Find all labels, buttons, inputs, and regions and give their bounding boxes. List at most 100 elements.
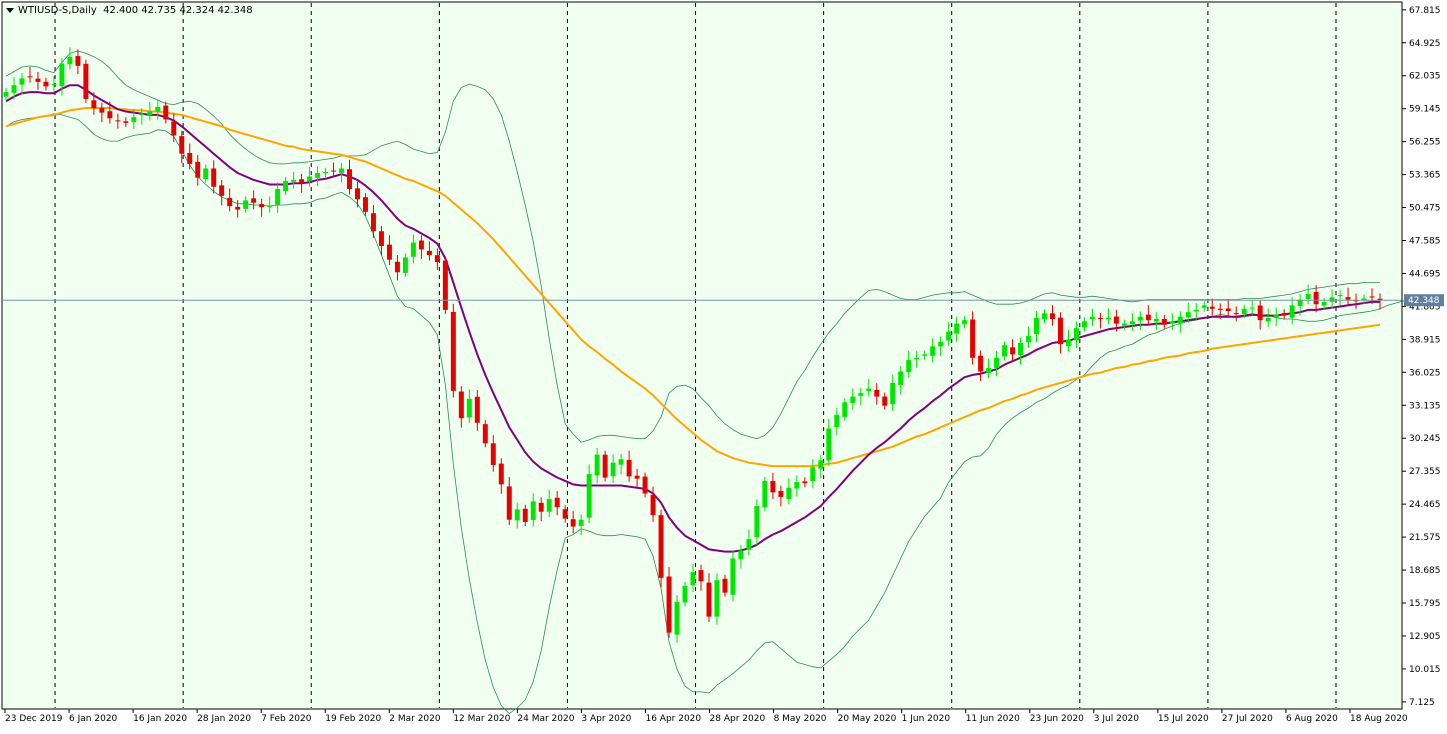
candle-bullish[interactable] [131,117,137,123]
candle-bearish[interactable] [418,240,424,250]
candle-bullish[interactable] [714,580,720,617]
candle-bearish[interactable] [83,63,89,99]
candle-bearish[interactable] [650,494,656,516]
candle-bullish[interactable] [147,111,153,116]
candle-bearish[interactable] [970,319,976,358]
candle-bearish[interactable] [474,396,480,423]
candle-bearish[interactable] [27,76,33,78]
candle-bearish[interactable] [522,508,528,522]
candle-bullish[interactable] [594,454,600,476]
candle-bullish[interactable] [818,460,824,469]
candle-bullish[interactable] [203,168,209,179]
candle-bullish[interactable] [1241,308,1247,314]
candle-bearish[interactable] [1209,306,1215,309]
candle-bearish[interactable] [658,515,664,578]
candle-bullish[interactable] [339,168,344,173]
candle-bullish[interactable] [618,459,624,465]
candle-bullish[interactable] [826,428,832,461]
candle-bearish[interactable] [626,459,632,477]
candle-bearish[interactable] [1050,313,1055,320]
chevron-down-icon[interactable] [6,7,14,13]
candle-bullish[interactable] [1042,313,1047,320]
candle-bullish[interactable] [922,354,928,356]
candle-bearish[interactable] [163,105,169,120]
candle-bullish[interactable] [1018,342,1023,356]
candle-bullish[interactable] [578,519,584,526]
candle-bearish[interactable] [1257,305,1263,321]
candle-bullish[interactable] [850,396,856,403]
candle-bearish[interactable] [1233,313,1239,315]
candle-bullish[interactable] [842,402,848,417]
candle-bullish[interactable] [402,257,408,273]
candle-bearish[interactable] [1097,318,1103,320]
candle-bullish[interactable] [1201,305,1207,308]
candle-bearish[interactable] [426,250,432,256]
candle-bullish[interactable] [954,323,960,334]
candle-bullish[interactable] [1026,336,1031,343]
candle-bullish[interactable] [1073,328,1079,341]
candle-bullish[interactable] [514,509,520,521]
candle-bearish[interactable] [698,570,704,582]
candle-bullish[interactable] [155,106,161,112]
candle-bearish[interactable] [1345,297,1351,300]
candle-bearish[interactable] [770,480,776,493]
candle-bullish[interactable] [730,558,736,595]
candle-bullish[interactable] [994,357,1000,369]
candle-bullish[interactable] [930,346,936,356]
candle-bullish[interactable] [267,206,273,208]
candle-bullish[interactable] [1153,319,1159,322]
candle-bearish[interactable] [219,185,225,196]
candle-bearish[interactable] [570,519,576,527]
candle-bearish[interactable] [115,120,121,122]
candle-bearish[interactable] [602,454,608,478]
candle-bullish[interactable] [1089,316,1095,320]
candle-bullish[interactable] [810,467,816,482]
candle-bullish[interactable] [51,84,57,86]
candle-bearish[interactable] [235,206,241,210]
candle-bullish[interactable] [1121,323,1127,326]
candle-bearish[interactable] [394,261,400,273]
candle-bullish[interactable] [1002,345,1008,357]
candle-bearish[interactable] [378,231,384,247]
candle-bearish[interactable] [1145,314,1151,321]
candle-bullish[interactable] [1177,316,1183,324]
candle-bearish[interactable] [642,476,648,494]
candle-bullish[interactable] [794,482,800,489]
candle-bearish[interactable] [1113,316,1119,324]
candle-bullish[interactable] [834,414,840,428]
candle-bullish[interactable] [690,572,696,586]
candle-bullish[interactable] [906,360,912,373]
candle-bearish[interactable] [187,152,193,164]
candle-bearish[interactable] [498,463,504,485]
candle-bullish[interactable] [1321,301,1327,306]
candle-bullish[interactable] [754,506,760,538]
candle-bearish[interactable] [43,81,49,87]
candle-bearish[interactable] [874,389,880,397]
candle-bullish[interactable] [762,480,768,508]
candle-bearish[interactable] [706,582,712,617]
candle-bearish[interactable] [1281,313,1287,316]
candle-bearish[interactable] [370,213,376,232]
candle-bullish[interactable] [1273,314,1279,318]
candle-bullish[interactable] [1297,299,1303,307]
candle-bearish[interactable] [442,260,448,310]
candle-bearish[interactable] [363,197,368,212]
candle-bearish[interactable] [299,179,305,184]
candle-bullish[interactable] [786,487,792,499]
candle-bullish[interactable] [3,92,9,97]
candle-bearish[interactable] [1057,317,1063,345]
candle-bearish[interactable] [227,197,233,207]
candle-bullish[interactable] [610,462,616,477]
candle-bullish[interactable] [914,357,920,360]
candle-bearish[interactable] [1353,300,1359,302]
candle-bearish[interactable] [538,502,544,512]
candle-bearish[interactable] [386,244,392,260]
candle-bullish[interactable] [466,398,472,418]
candle-bearish[interactable] [802,481,808,484]
candle-bullish[interactable] [898,371,904,385]
candle-bearish[interactable] [1313,291,1319,305]
candle-bullish[interactable] [946,331,952,341]
candle-bearish[interactable] [1217,308,1223,310]
candle-bearish[interactable] [251,198,257,203]
candle-bullish[interactable] [410,242,416,257]
